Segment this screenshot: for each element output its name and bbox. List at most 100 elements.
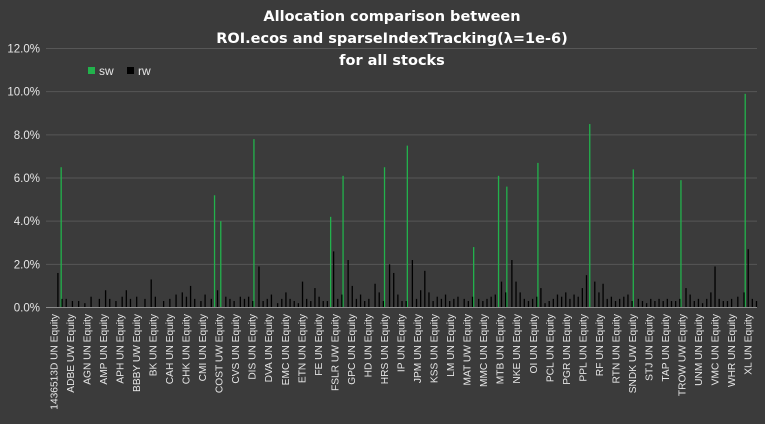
bar-rw bbox=[144, 298, 146, 308]
bar-rw bbox=[569, 298, 571, 308]
bar-rw bbox=[743, 292, 745, 308]
x-tick-label: JPM UN Equity bbox=[413, 313, 424, 383]
x-tick-label: UNM UN Equity bbox=[694, 313, 705, 386]
bar-rw bbox=[297, 303, 300, 308]
bar-rw bbox=[500, 281, 503, 308]
bar-rw bbox=[424, 270, 426, 308]
bars bbox=[57, 93, 758, 308]
bar-rw bbox=[154, 296, 156, 308]
bar-rw bbox=[662, 301, 664, 308]
bar-rw bbox=[706, 298, 708, 308]
x-tick-label: CVS UN Equity bbox=[231, 313, 242, 384]
x-tick-label: RF UN Equity bbox=[595, 313, 606, 376]
bar-rw bbox=[523, 298, 525, 308]
bar-rw bbox=[490, 296, 492, 308]
bar-rw bbox=[71, 301, 74, 308]
bar-rw bbox=[658, 298, 660, 308]
x-tick-label: AGN UN Equity bbox=[82, 313, 93, 385]
x-tick-label: PGR UN Equity bbox=[562, 313, 573, 385]
x-tick-label: SNDK UW Equity bbox=[628, 313, 639, 393]
bar-rw bbox=[565, 292, 567, 308]
x-tick-label: BBBY UW Equity bbox=[132, 313, 143, 392]
x-tick-label: VMC UN Equity bbox=[711, 313, 722, 385]
bar-rw bbox=[714, 266, 716, 308]
bar-rw bbox=[270, 294, 273, 308]
bar-rw bbox=[436, 296, 438, 308]
bar-rw bbox=[693, 301, 695, 308]
bar-rw bbox=[751, 298, 753, 308]
x-tick-label: HRS UN Equity bbox=[380, 313, 391, 384]
legend: sw rw bbox=[88, 64, 151, 78]
x-tick-label: CHK UN Equity bbox=[182, 313, 193, 384]
bar-rw bbox=[619, 298, 621, 308]
bar-rw bbox=[494, 294, 496, 308]
bar-rw bbox=[674, 301, 677, 308]
bar-rw bbox=[314, 288, 316, 308]
bar-rw bbox=[189, 285, 192, 308]
bar-rw bbox=[276, 303, 279, 308]
bar-rw bbox=[351, 285, 353, 308]
x-tick-label: PPL UN Equity bbox=[578, 313, 589, 381]
bar-rw bbox=[420, 290, 422, 308]
bar-rw bbox=[478, 298, 480, 308]
x-tick-label: ETN UN Equity bbox=[297, 313, 308, 383]
x-tick-label: RTN UN Equity bbox=[612, 313, 623, 383]
bar-rw bbox=[129, 298, 132, 308]
bar-rw bbox=[285, 292, 287, 308]
bar-rw bbox=[594, 281, 596, 308]
bar-rw bbox=[606, 298, 608, 308]
x-tick-label: BK UN Equity bbox=[149, 313, 160, 376]
bar-rw bbox=[225, 296, 227, 308]
bar-rw bbox=[359, 294, 362, 308]
bar-sw bbox=[506, 186, 508, 308]
legend-label-sw: sw bbox=[99, 64, 114, 78]
bar-sw bbox=[383, 167, 386, 308]
x-tick-label: HD UN Equity bbox=[363, 313, 374, 377]
bar-rw bbox=[90, 296, 92, 308]
bar-rw bbox=[432, 301, 434, 308]
bar-rw bbox=[355, 298, 358, 308]
bar-rw bbox=[415, 298, 418, 308]
bar-rw bbox=[204, 294, 206, 308]
x-tick-label: APH UN Equity bbox=[115, 313, 126, 384]
bar-rw bbox=[531, 298, 534, 308]
bar-rw bbox=[697, 298, 700, 308]
bar-rw bbox=[382, 301, 385, 308]
bar-rw bbox=[577, 296, 579, 308]
bar-rw bbox=[175, 294, 177, 308]
bar-rw bbox=[136, 296, 138, 308]
bar-rw bbox=[689, 294, 691, 308]
bar-rw bbox=[444, 294, 447, 308]
bar-rw bbox=[233, 301, 235, 308]
x-tick-label: LM UN Equity bbox=[446, 313, 457, 377]
bar-rw bbox=[556, 294, 559, 308]
bar-rw bbox=[393, 272, 395, 308]
y-tick-label: 4.0% bbox=[14, 216, 40, 228]
x-axis-tick-labels: 1436513D UN Equity ADBE UW Equity AGN UN E… bbox=[49, 313, 754, 410]
chart-title-line-2: ROI.ecos and sparseIndexTracking(λ=1e-6) bbox=[216, 31, 567, 47]
bar-rw bbox=[679, 298, 681, 308]
bar-rw bbox=[627, 294, 629, 308]
bar-rw bbox=[637, 298, 639, 308]
bar-rw bbox=[486, 298, 488, 308]
bar-rw bbox=[326, 301, 329, 308]
bar-rw bbox=[457, 296, 459, 308]
bar-rw bbox=[440, 298, 443, 308]
bar-sw bbox=[473, 247, 475, 308]
bar-rw bbox=[341, 294, 343, 308]
bar-rw bbox=[548, 301, 550, 308]
x-tick-label: DIS UN Equity bbox=[248, 313, 259, 380]
bar-rw bbox=[641, 301, 644, 308]
x-tick-label: PCL UN Equity bbox=[545, 313, 556, 382]
bar-rw bbox=[262, 301, 264, 308]
bar-rw bbox=[737, 296, 739, 308]
bar-rw bbox=[337, 298, 339, 308]
bar-rw bbox=[301, 281, 304, 308]
x-tick-label: AMP UN Equity bbox=[99, 313, 110, 384]
bar-rw bbox=[84, 303, 86, 308]
x-tick-label: EMC UN Equity bbox=[281, 313, 292, 385]
bar-rw bbox=[405, 301, 407, 308]
x-tick-label: TAP UN Equity bbox=[661, 313, 672, 381]
bar-rw bbox=[585, 275, 588, 308]
